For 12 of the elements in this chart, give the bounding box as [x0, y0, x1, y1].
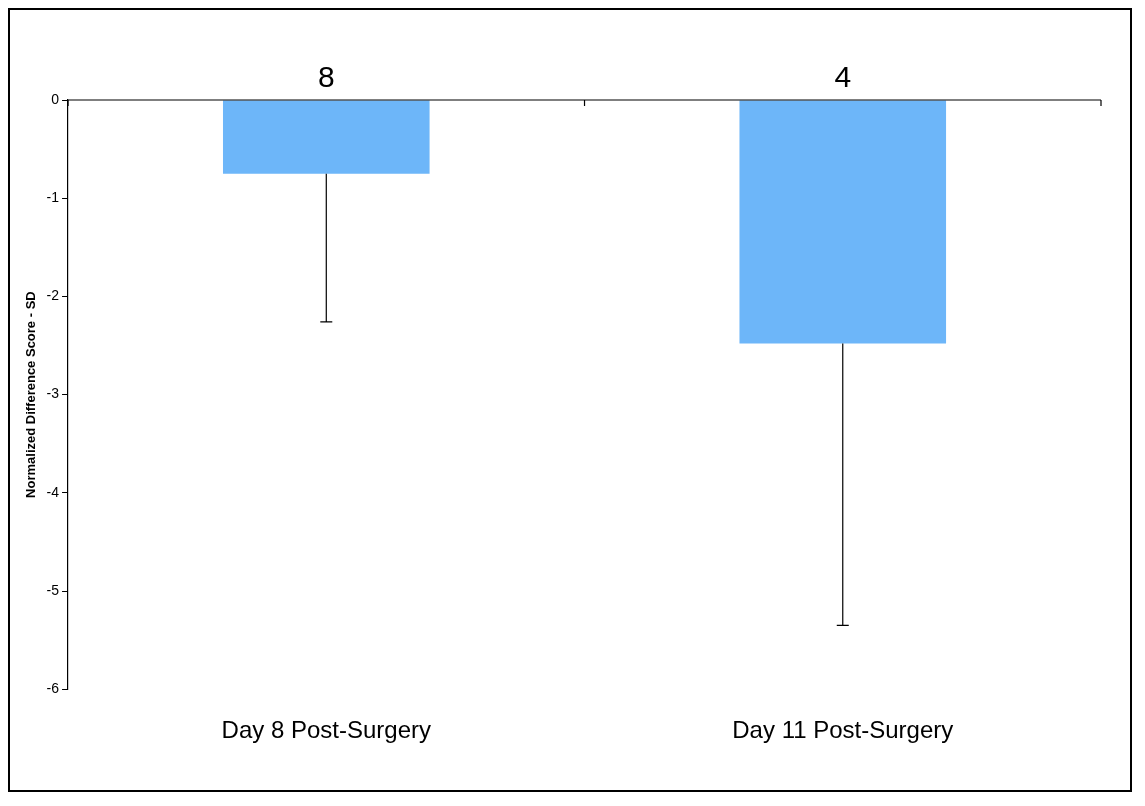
annotation: 4: [834, 60, 852, 94]
y-tick-label: -3: [46, 385, 60, 402]
y-tick-label: -6: [46, 680, 60, 697]
annotation: 8: [317, 60, 335, 94]
x-tick-label: Day 8 Post-Surgery: [221, 716, 431, 744]
y-tick-label: -1: [46, 189, 60, 206]
y-tick-label: -2: [46, 287, 60, 304]
x-tick-label: Day 11 Post-Surgery: [732, 716, 954, 744]
y-tick-label: 0: [51, 90, 60, 107]
y-tick-label: -4: [46, 483, 60, 500]
y-axis-title: Normalized Difference Score - SD: [23, 291, 39, 498]
y-tick-label: -5: [46, 581, 60, 598]
